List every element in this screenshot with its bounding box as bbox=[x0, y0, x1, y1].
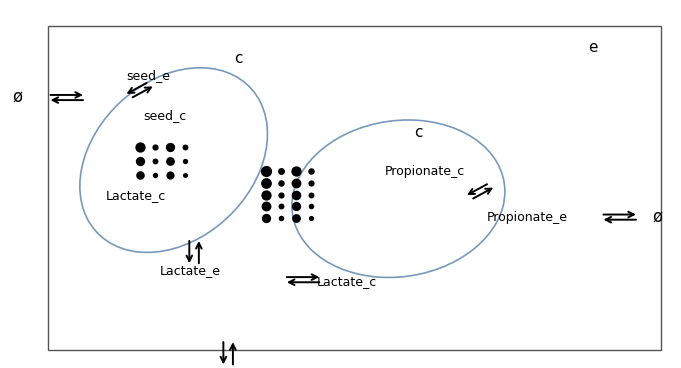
Text: ø: ø bbox=[12, 89, 22, 106]
Point bbox=[305, 215, 316, 221]
Bar bbox=[48, 26, 661, 350]
Point bbox=[275, 204, 286, 209]
Point bbox=[305, 192, 316, 198]
Point bbox=[134, 158, 145, 164]
Point bbox=[260, 168, 271, 174]
Point bbox=[164, 172, 175, 178]
Point bbox=[260, 215, 271, 221]
Text: Lactate_e: Lactate_e bbox=[160, 264, 221, 277]
Point bbox=[290, 192, 301, 198]
Point bbox=[149, 158, 160, 164]
Text: seed_c: seed_c bbox=[143, 109, 187, 123]
Text: seed_e: seed_e bbox=[126, 69, 170, 82]
Point bbox=[290, 180, 301, 186]
Point bbox=[260, 192, 271, 198]
Text: c: c bbox=[415, 125, 423, 140]
Point bbox=[305, 204, 316, 209]
Point bbox=[260, 204, 271, 209]
Point bbox=[275, 180, 286, 186]
Point bbox=[149, 144, 160, 150]
Point bbox=[275, 215, 286, 221]
Point bbox=[179, 158, 190, 164]
Point bbox=[290, 215, 301, 221]
Point bbox=[290, 204, 301, 209]
Point bbox=[164, 158, 175, 164]
Point bbox=[149, 172, 160, 178]
Text: Lactate_c: Lactate_c bbox=[106, 188, 165, 202]
Point bbox=[275, 192, 286, 198]
Point bbox=[134, 172, 145, 178]
Point bbox=[305, 180, 316, 186]
Text: Propionate_c: Propionate_c bbox=[385, 164, 465, 178]
Point bbox=[179, 144, 190, 150]
Point bbox=[134, 144, 145, 150]
Point bbox=[305, 168, 316, 174]
Text: Lactate_c: Lactate_c bbox=[317, 275, 377, 288]
Point bbox=[290, 168, 301, 174]
Point bbox=[260, 180, 271, 186]
Point bbox=[179, 172, 190, 178]
Text: Propionate_e: Propionate_e bbox=[487, 210, 568, 224]
Text: e: e bbox=[588, 40, 597, 55]
Text: ø: ø bbox=[652, 208, 662, 226]
Text: c: c bbox=[234, 52, 242, 66]
Point bbox=[164, 144, 175, 150]
Point bbox=[275, 168, 286, 174]
